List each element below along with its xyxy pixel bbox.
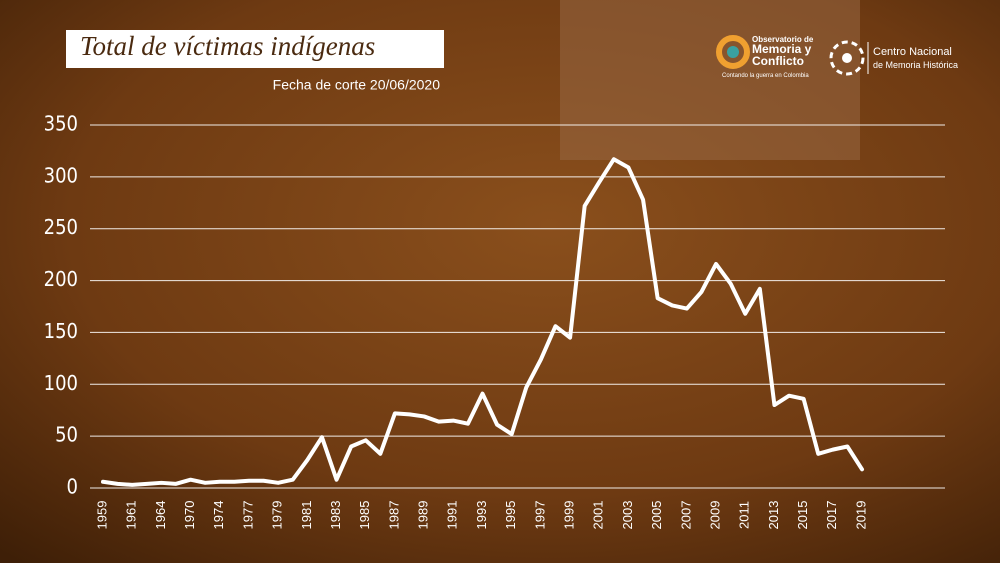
x-tick-label: 1985 [357,501,372,530]
x-tick-label: 2019 [853,501,868,530]
logo-text: Observatorio de [752,35,814,44]
x-tick-label: 1974 [211,501,226,530]
x-tick-label: 1983 [328,501,343,530]
logo-text: Conflicto [752,54,804,68]
x-tick-label: 1987 [386,501,401,530]
background-building [560,0,860,160]
x-tick-label: 1979 [270,501,285,530]
x-tick-label: 2001 [591,501,606,530]
x-tick-label: 2013 [766,501,781,530]
chart-title: Total de víctimas indígenas [80,31,375,61]
logo-icon [727,46,739,58]
logo-icon [716,35,750,69]
data-line [101,157,864,487]
x-tick-label: 1999 [562,501,577,530]
title-box [66,30,444,68]
logo-observatorio: Observatorio de Memoria y Conflicto Cont… [716,35,814,79]
x-tick-label: 1981 [299,501,314,530]
x-tick-label: 1995 [503,501,518,530]
y-tick-label: 250 [44,215,78,239]
logo-text: Contando la guerra en Colombia [722,73,809,79]
logo-text: de Memoria Histórica [873,60,958,70]
x-tick-label: 1989 [416,501,431,530]
y-tick-label: 200 [44,267,78,291]
logo-icon [842,53,852,63]
x-tick-label: 2003 [620,501,635,530]
y-tick-label: 150 [44,319,78,343]
x-tick-label: 1977 [240,501,255,530]
x-tick-label: 1959 [94,501,109,530]
y-tick-label: 50 [55,423,78,447]
chart-subtitle: Fecha de corte 20/06/2020 [273,77,441,93]
x-tick-label: 1991 [445,501,460,530]
x-tick-label: 2017 [824,501,839,530]
logo-icon [829,40,865,76]
x-tick-label: 1964 [153,501,168,530]
x-tick-label: 2015 [795,501,810,530]
y-tick-label: 0 [67,475,78,499]
x-tick-label: 2007 [678,501,693,530]
x-tick-label: 1993 [474,501,489,530]
y-tick-label: 100 [44,371,78,395]
x-tick-label: 2005 [649,501,664,530]
logo-centro: Centro Nacional de Memoria Histórica [829,40,958,76]
x-tick-label: 2009 [707,501,722,530]
x-tick-label: 1997 [532,501,547,530]
x-tick-label: 1970 [182,501,197,530]
logo-text: Centro Nacional [873,46,952,58]
x-tick-label: 1961 [124,501,139,530]
y-tick-label: 350 [44,112,78,136]
x-tick-label: 2011 [737,501,752,529]
logo-text: Memoria y [752,42,812,56]
y-tick-label: 300 [44,163,78,187]
